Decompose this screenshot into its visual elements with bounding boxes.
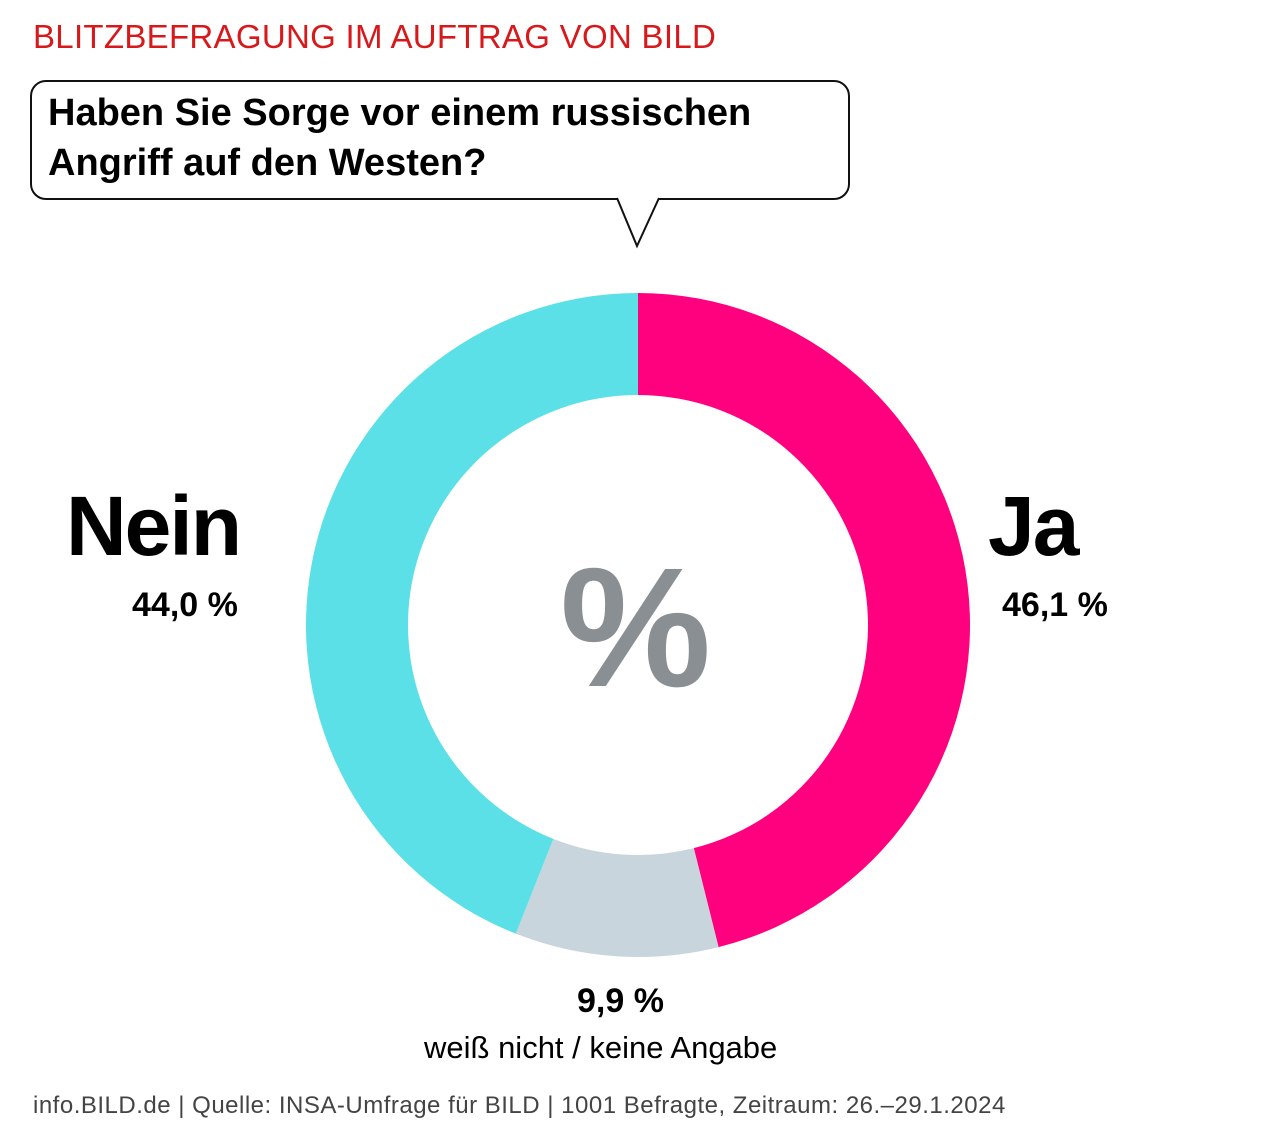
kicker-title: BLITZBEFRAGUNG IM AUFTRAG VON BILD — [33, 18, 717, 55]
slice-ja — [638, 293, 970, 948]
ja-value: 46,1 % — [1002, 586, 1108, 624]
dont-know-value: 9,9 % — [577, 982, 664, 1020]
ja-label: Ja — [988, 479, 1079, 573]
bubble-tail — [616, 196, 660, 249]
nein-value: 44,0 % — [132, 586, 238, 624]
dont-know-label: weiß nicht / keine Angabe — [424, 1030, 778, 1065]
question-text: Haben Sie Sorge vor einem russischen Ang… — [48, 92, 752, 184]
slice-dont-know — [515, 838, 719, 957]
percent-symbol: % — [560, 533, 712, 723]
slice-nein — [306, 293, 638, 934]
question-bubble — [30, 80, 850, 200]
source-footer: info.BILD.de | Quelle: INSA-Umfrage für … — [33, 1092, 1006, 1119]
nein-label: Nein — [66, 479, 242, 573]
